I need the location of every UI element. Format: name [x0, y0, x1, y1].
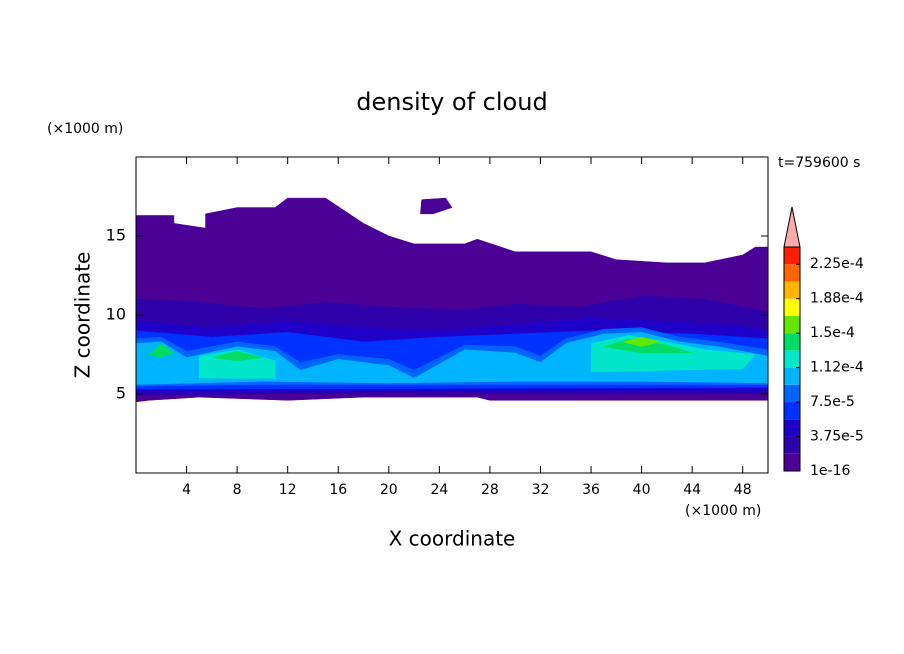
colorbar-band [784, 333, 800, 351]
x-tick-label: 32 [532, 482, 550, 498]
y-tick-label: 15 [106, 226, 126, 245]
x-tick-label: 36 [582, 482, 600, 498]
time-annotation: t=759600 s [778, 155, 860, 171]
x-tick-label: 8 [233, 482, 242, 498]
colorbar-band [784, 367, 800, 385]
y-unit: (×1000 m) [47, 121, 123, 137]
y-tick-label: 10 [106, 305, 126, 324]
colorbar-tick-label: 1.5e-4 [810, 325, 855, 341]
colorbar-band [784, 453, 800, 471]
contour-region [148, 343, 175, 358]
contour-region [622, 336, 661, 347]
contour-region [420, 197, 453, 215]
colorbar: 1e-16 3.75e-5 7.5e-5 1.12e-4 1.5e-4 1.88e-4 2.… [783, 206, 864, 479]
colorbar-tick-label: 1e-16 [810, 463, 850, 479]
x-unit: (×1000 m) [685, 503, 761, 519]
colorbar-band [784, 264, 800, 282]
colorbar-band [784, 436, 800, 454]
x-tick-label: 44 [683, 482, 701, 498]
x-tick-label: 48 [734, 482, 752, 498]
x-tick-label: 12 [279, 482, 297, 498]
colorbar-band [784, 402, 800, 420]
colorbar-band [784, 384, 800, 403]
x-tick-label: 24 [430, 482, 448, 498]
colorbar-band [784, 247, 800, 265]
x-tick-label: 16 [329, 482, 347, 498]
x-tick-label: 20 [380, 482, 398, 498]
x-tick-label: 40 [633, 482, 651, 498]
x-axis-label: X coordinate [389, 527, 516, 551]
colorbar-extend [783, 206, 801, 248]
colorbar-band [784, 315, 800, 334]
colorbar-tick-label: 2.25e-4 [810, 256, 864, 272]
colorbar-tick-label: 7.5e-5 [810, 394, 855, 410]
colorbar-tick-label: 1.88e-4 [810, 291, 864, 307]
plot-area [136, 197, 768, 403]
colorbar-band [784, 350, 800, 368]
colorbar-tick-label: 1.12e-4 [810, 360, 864, 376]
x-tick-label: 4 [182, 482, 191, 498]
colorbar-band [784, 281, 800, 299]
y-axis-label: Z coordinate [71, 252, 95, 379]
x-tick-label: 28 [481, 482, 499, 498]
colorbar-tick-label: 3.75e-5 [810, 429, 864, 445]
colorbar-band [784, 419, 800, 437]
chart-title: density of cloud [356, 88, 547, 116]
colorbar-band [784, 298, 800, 316]
y-tick-label: 5 [116, 384, 126, 403]
contour-region [211, 351, 263, 362]
colorbar-frame [783, 246, 801, 472]
